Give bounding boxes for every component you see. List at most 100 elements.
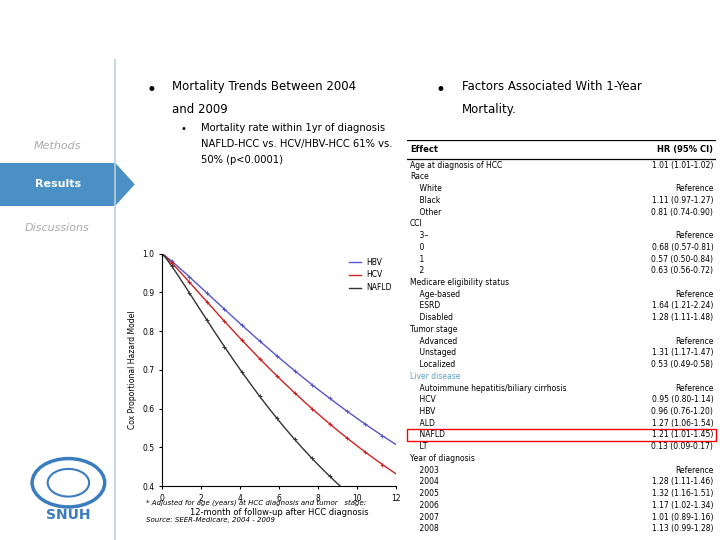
Text: 0.13 (0.09-0.17): 0.13 (0.09-0.17) [652,442,714,451]
Line: HCV: HCV [162,254,396,474]
Text: SNUH: SNUH [46,508,91,522]
Text: Other: Other [410,207,441,217]
Bar [0,163,115,206]
Text: 2007: 2007 [410,512,438,522]
Legend: HBV, HCV, NAFLD: HBV, HCV, NAFLD [349,258,392,292]
Text: ESRD: ESRD [410,301,440,310]
HBV [270,350,279,357]
Text: 2003: 2003 [410,465,438,475]
Text: 2005: 2005 [410,489,438,498]
Text: 2006: 2006 [410,501,438,510]
Text: •: • [436,81,446,99]
HCV [284,384,293,390]
HBV [386,438,395,444]
HBV [297,373,305,379]
HCV [269,369,277,375]
Text: 50% (p<0.0001): 50% (p<0.0001) [202,154,283,165]
NAFLD [270,412,279,418]
Text: 0.63 (0.56-0.72): 0.63 (0.56-0.72) [652,266,714,275]
Text: NAFLD-HCC vs. HCV/HBV-HCC 61% vs.: NAFLD-HCC vs. HCV/HBV-HCC 61% vs. [202,139,392,148]
Text: Factors Associated With 1-Year: Factors Associated With 1-Year [462,79,642,92]
Text: Results: Results [35,179,81,190]
Text: 1.17 (1.02-1.34): 1.17 (1.02-1.34) [652,501,714,510]
HBV [284,362,293,369]
HBV [349,413,358,419]
Text: Year of diagnosis: Year of diagnosis [410,454,474,463]
Text: Effect: Effect [410,145,438,154]
NAFLD [349,495,358,501]
Text: Reference: Reference [675,336,714,346]
Text: ALD: ALD [410,418,435,428]
Text: 2008: 2008 [410,524,438,533]
HCV [392,471,400,477]
Text: Mortality rate within 1yr of diagnosis: Mortality rate within 1yr of diagnosis [202,123,385,133]
Text: Disabled: Disabled [410,313,453,322]
NAFLD [158,251,166,257]
Polygon shape [115,163,135,206]
NAFLD [284,429,293,436]
Text: 2: 2 [410,266,424,275]
Text: LT: LT [410,442,427,451]
Y-axis label: Cox Proportional Hazard Model: Cox Proportional Hazard Model [127,310,137,429]
Text: HR (95% CI): HR (95% CI) [657,145,714,154]
Text: Age at diagnosis of HCC: Age at diagnosis of HCC [410,161,502,170]
Text: 1: 1 [410,254,424,264]
Text: 0.81 (0.74-0.90): 0.81 (0.74-0.90) [652,207,714,217]
Text: 1.21 (1.01-1.45): 1.21 (1.01-1.45) [652,430,714,440]
HBV [269,349,277,356]
Bar [407,429,716,441]
Text: Mortality.: Mortality. [462,103,517,116]
Line: NAFLD: NAFLD [162,254,396,530]
Text: 1.27 (1.06-1.54): 1.27 (1.06-1.54) [652,418,714,428]
Text: Association of NAFLD with HCC in US from 2004 to 2009: Association of NAFLD with HCC in US from… [127,21,593,39]
Text: Race: Race [410,172,428,181]
Text: Reference: Reference [675,383,714,393]
Text: Liver disease: Liver disease [410,372,460,381]
Text: 1.01 (0.89-1.16): 1.01 (0.89-1.16) [652,512,714,522]
HCV [297,396,305,402]
HCV [158,251,166,257]
Text: Reference: Reference [675,231,714,240]
Text: 2004: 2004 [410,477,438,487]
HCV [270,370,279,377]
Text: Localized: Localized [410,360,455,369]
HBV [158,251,166,257]
Text: Reference: Reference [675,289,714,299]
Text: Tumor stage: Tumor stage [410,325,457,334]
Text: Unstaged: Unstaged [410,348,456,357]
Text: and 2009: and 2009 [172,103,228,116]
Text: 0.95 (0.80-1.14): 0.95 (0.80-1.14) [652,395,714,404]
HBV [392,441,400,448]
Text: 0.68 (0.57-0.81): 0.68 (0.57-0.81) [652,243,714,252]
NAFLD [297,443,305,450]
Text: HBV: HBV [410,407,436,416]
Text: 1.64 (1.21-2.24): 1.64 (1.21-2.24) [652,301,714,310]
Text: 3–: 3– [410,231,428,240]
Text: Black: Black [410,196,440,205]
Text: HCV: HCV [410,395,436,404]
Text: Discussions: Discussions [25,222,90,233]
Text: NAFLD: NAFLD [410,430,445,440]
Text: Reference: Reference [675,465,714,475]
Text: Source: SEER-Medicare, 2004 - 2009: Source: SEER-Medicare, 2004 - 2009 [145,517,275,523]
Text: White: White [410,184,442,193]
Text: Medicare eligibility status: Medicare eligibility status [410,278,509,287]
Text: 1.28 (1.11-1.46): 1.28 (1.11-1.46) [652,477,714,487]
Text: Advanced: Advanced [410,336,457,346]
Text: Age-based: Age-based [410,289,460,299]
Text: 1.01 (1.01-1.02): 1.01 (1.01-1.02) [652,161,714,170]
Text: Reference: Reference [675,184,714,193]
NAFLD [392,527,400,534]
Text: 0: 0 [410,243,424,252]
NAFLD [386,523,395,530]
Text: CCI: CCI [410,219,423,228]
Text: 1.32 (1.16-1.51): 1.32 (1.16-1.51) [652,489,714,498]
Text: 1.28 (1.11-1.48): 1.28 (1.11-1.48) [652,313,714,322]
Text: Methods: Methods [34,141,81,151]
Text: 0.53 (0.49-0.58): 0.53 (0.49-0.58) [652,360,714,369]
Text: 0.96 (0.76-1.20): 0.96 (0.76-1.20) [652,407,714,416]
Text: 1.11 (0.97-1.27): 1.11 (0.97-1.27) [652,196,714,205]
Text: 1.31 (1.17-1.47): 1.31 (1.17-1.47) [652,348,714,357]
NAFLD [269,410,277,417]
X-axis label: 12-month of follow-up after HCC diagnosis: 12-month of follow-up after HCC diagnosi… [189,508,369,517]
